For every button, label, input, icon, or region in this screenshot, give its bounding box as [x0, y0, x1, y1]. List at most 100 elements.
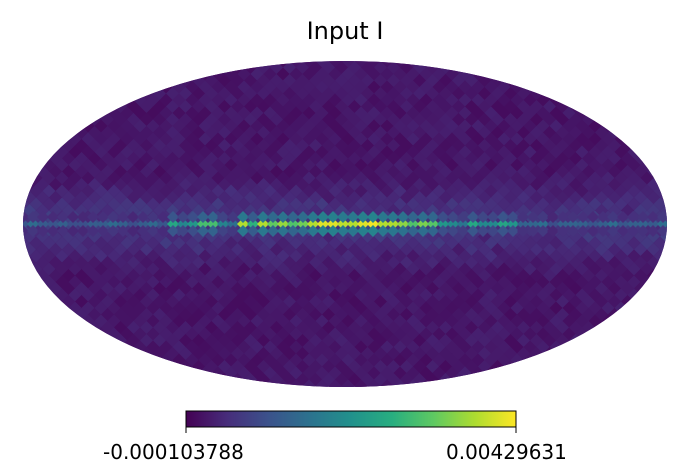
map-pixel [640, 119, 654, 133]
map-pixel [575, 353, 589, 367]
map-pixel [23, 158, 30, 172]
band-pixel [347, 218, 359, 230]
map-pixel [49, 113, 62, 126]
map-pixel [634, 139, 647, 152]
band-pixel [647, 211, 659, 223]
band-pixel [277, 225, 289, 237]
map-pixel [367, 379, 381, 387]
map-pixel [68, 314, 82, 328]
map-pixel [23, 262, 30, 276]
map-pixel [673, 152, 686, 165]
band-pixel [197, 218, 209, 230]
map-pixel [10, 282, 23, 295]
map-pixel [660, 360, 667, 373]
band-pixel [497, 211, 509, 223]
map-pixel [647, 360, 660, 373]
map-pixel [159, 379, 173, 387]
band-pixel [597, 218, 609, 230]
map-pixel [315, 379, 329, 387]
map-pixel [491, 61, 504, 74]
map-pixel [23, 366, 30, 380]
map-pixel [666, 353, 667, 367]
band-pixel [217, 225, 229, 237]
map-pixel [673, 61, 686, 74]
map-pixel [653, 340, 667, 354]
map-pixel [224, 61, 238, 68]
map-pixel [75, 321, 88, 334]
map-pixel [666, 262, 667, 276]
map-pixel [588, 93, 602, 107]
map-pixel [575, 93, 589, 107]
band-pixel [607, 218, 619, 230]
map-pixel [120, 61, 134, 68]
map-pixel [614, 366, 628, 380]
map-pixel [517, 74, 530, 87]
map-pixel [660, 152, 667, 165]
map-pixel [556, 61, 569, 74]
map-pixel [153, 360, 166, 373]
band-pixel [23, 211, 29, 223]
map-pixel [198, 61, 212, 68]
map-pixel [640, 353, 654, 367]
map-pixel [627, 366, 641, 380]
map-pixel [29, 288, 43, 302]
map-pixel [640, 327, 654, 341]
map-pixel [4, 94, 17, 107]
map-pixel [10, 178, 23, 191]
band-pixel [537, 211, 549, 223]
band-pixel [447, 218, 459, 230]
map-pixel [640, 340, 654, 354]
map-pixel [36, 126, 49, 139]
map-pixel [653, 314, 667, 328]
map-pixel [94, 353, 108, 367]
map-pixel [608, 113, 621, 126]
map-pixel [23, 301, 30, 315]
band-pixel [237, 225, 249, 237]
map-pixel [36, 113, 49, 126]
map-pixel [530, 74, 543, 87]
map-pixel [582, 347, 595, 360]
map-pixel [62, 61, 75, 74]
map-pixel [458, 379, 472, 387]
map-pixel [634, 373, 647, 386]
map-pixel [81, 353, 95, 367]
map-pixel [75, 360, 88, 373]
map-pixel [62, 360, 75, 373]
map-pixel [640, 67, 654, 81]
map-pixel [68, 61, 82, 68]
map-pixel [543, 61, 556, 74]
map-pixel [62, 74, 75, 87]
band-pixel [387, 218, 399, 230]
map-pixel [582, 100, 595, 113]
map-pixel [549, 379, 563, 387]
map-pixel [29, 275, 43, 289]
band-pixel [617, 211, 629, 223]
map-pixel [640, 314, 654, 328]
map-pixel [4, 289, 17, 302]
map-pixel [614, 106, 628, 120]
band-pixel [627, 218, 639, 230]
map-pixel [114, 373, 127, 386]
map-pixel [627, 61, 641, 68]
map-pixel [673, 178, 686, 191]
band-pixel [627, 225, 639, 237]
map-pixel [653, 158, 667, 172]
band-pixel [47, 211, 59, 223]
map-pixel [42, 379, 56, 387]
map-pixel [647, 321, 660, 334]
map-pixel [23, 321, 36, 334]
map-pixel [562, 67, 576, 81]
map-pixel [666, 223, 667, 237]
map-pixel [634, 308, 647, 321]
band-pixel [77, 211, 89, 223]
band-pixel [157, 225, 169, 237]
map-pixel [673, 139, 686, 152]
map-pixel [666, 197, 667, 211]
map-pixel [419, 61, 433, 68]
band-pixel [627, 211, 639, 223]
map-pixel [81, 106, 95, 120]
map-pixel [601, 93, 615, 107]
map-pixel [179, 61, 192, 74]
map-pixel [647, 113, 660, 126]
map-pixel [549, 61, 563, 68]
